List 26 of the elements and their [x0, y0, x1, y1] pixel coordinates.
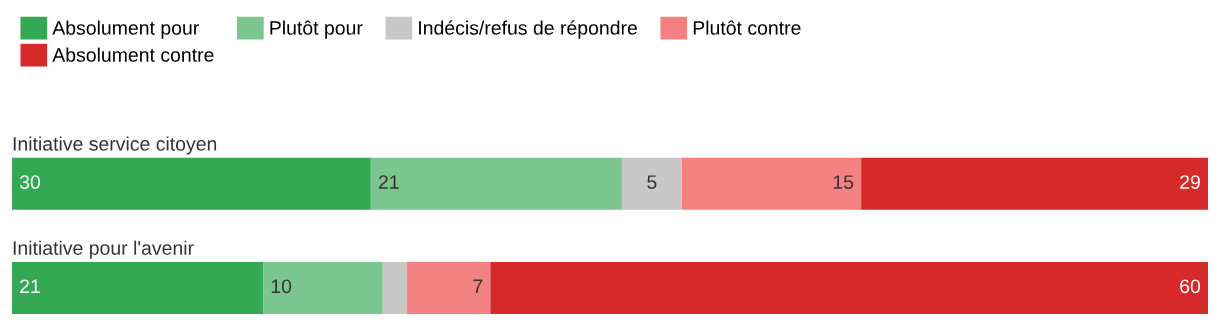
bar — [12, 261, 264, 314]
y-tick-label: Initiative pour l'avenir — [13, 240, 194, 259]
bar — [490, 261, 1208, 314]
bar — [681, 157, 862, 210]
data-label: 15 — [833, 175, 854, 189]
data-label: 21 — [20, 279, 40, 293]
data-label: 7 — [473, 279, 483, 293]
bar — [12, 157, 371, 210]
bar — [406, 261, 491, 314]
legend-label: Absolument contre — [52, 47, 214, 62]
data-label: 10 — [271, 279, 292, 294]
bar — [382, 261, 407, 314]
bar — [861, 157, 1208, 210]
data-label: 60 — [1180, 279, 1201, 294]
bar — [263, 261, 383, 314]
data-label: 30 — [19, 175, 41, 189]
data-label: 5 — [647, 175, 657, 189]
data-label: 29 — [1180, 175, 1200, 189]
legend-label: Plutôt pour — [270, 20, 363, 39]
bar — [621, 157, 682, 210]
bar — [370, 157, 622, 210]
legend-label: Plutôt contre — [693, 20, 801, 35]
y-tick-label: Initiative service citoyen — [13, 136, 217, 155]
data-label: 21 — [378, 175, 399, 189]
legend-label: Indécis/refus de répondre — [419, 20, 637, 39]
legend-label: Absolument pour — [52, 20, 199, 39]
